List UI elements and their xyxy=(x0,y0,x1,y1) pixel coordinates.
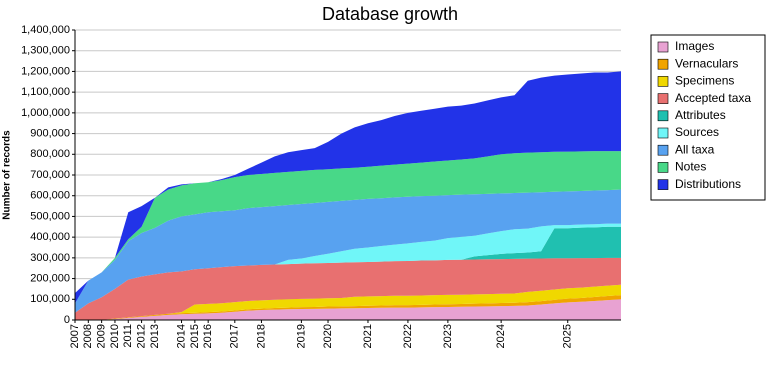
x-tick-label: 2025 xyxy=(562,324,574,348)
area xyxy=(75,189,621,313)
y-tick-label: 600,000 xyxy=(30,190,70,202)
y-tick-label: 700,000 xyxy=(30,169,70,181)
area xyxy=(75,71,621,304)
x-tick-label: 2022 xyxy=(402,324,414,348)
legend-label: All taxa xyxy=(675,142,715,156)
y-tick-label: 1,200,000 xyxy=(21,65,70,77)
x-tick-label: 2019 xyxy=(295,324,307,348)
area xyxy=(75,295,621,320)
y-tick-label: 500,000 xyxy=(30,210,70,222)
legend-label: Attributes xyxy=(675,108,726,122)
x-tick-label: 2020 xyxy=(322,324,334,348)
legend-label: Distributions xyxy=(675,177,741,191)
legend-swatch xyxy=(657,110,669,122)
legend-label: Vernaculars xyxy=(675,56,738,70)
y-tick-label: 300,000 xyxy=(30,252,70,264)
area xyxy=(75,223,621,313)
area xyxy=(75,226,621,313)
legend-swatch xyxy=(657,162,669,173)
legend-swatch xyxy=(657,93,669,104)
y-tick-label: 1,000,000 xyxy=(21,107,70,119)
legend-swatch xyxy=(657,58,669,70)
legend-label: Accepted taxa xyxy=(675,91,751,105)
x-tick-label: 2014 xyxy=(175,324,187,348)
area xyxy=(75,284,621,320)
legend-label: Sources xyxy=(675,125,719,139)
x-tick-label: 2012 xyxy=(135,324,147,348)
x-tick-label: 2017 xyxy=(229,324,241,348)
x-tick-label: 2009 xyxy=(96,324,108,348)
y-tick-label: 1,300,000 xyxy=(21,45,70,57)
legend-swatch xyxy=(657,41,669,53)
y-tick-label: 1,100,000 xyxy=(21,86,70,98)
legend-swatch xyxy=(657,76,669,87)
y-tick-label: 900,000 xyxy=(30,127,70,139)
y-tick-label: 400,000 xyxy=(30,231,70,243)
area xyxy=(75,257,621,320)
x-tick-label: 2015 xyxy=(189,324,201,348)
x-tick-label: 2021 xyxy=(362,324,374,348)
x-tick-label: 2016 xyxy=(202,324,214,348)
y-axis-label: Number of records xyxy=(2,130,13,220)
x-tick-label: 2008 xyxy=(82,324,94,348)
legend-swatch xyxy=(657,179,669,190)
x-tick-label: 2010 xyxy=(109,324,121,348)
y-tick-label: 1,400,000 xyxy=(21,24,70,36)
legend-swatch xyxy=(657,127,669,139)
x-tick-label: 2023 xyxy=(442,324,454,348)
legend-swatch xyxy=(657,144,669,156)
y-tick-label: 0 xyxy=(64,314,70,326)
x-tick-label: 2018 xyxy=(255,324,267,348)
x-tick-label: 2007 xyxy=(69,324,81,348)
x-tick-label: 2013 xyxy=(149,324,161,348)
chart-title: Database growth xyxy=(322,4,458,24)
area xyxy=(75,299,621,320)
y-tick-label: 800,000 xyxy=(30,148,70,160)
y-tick-label: 200,000 xyxy=(30,272,70,284)
legend-label: Specimens xyxy=(675,74,734,88)
legend-box xyxy=(650,34,766,201)
x-tick-label: 2011 xyxy=(122,324,134,348)
y-tick-label: 100,000 xyxy=(30,293,70,305)
legend-label: Images xyxy=(675,39,714,53)
legend-label: Notes xyxy=(675,160,706,174)
area xyxy=(75,151,621,304)
x-tick-label: 2024 xyxy=(495,324,507,348)
